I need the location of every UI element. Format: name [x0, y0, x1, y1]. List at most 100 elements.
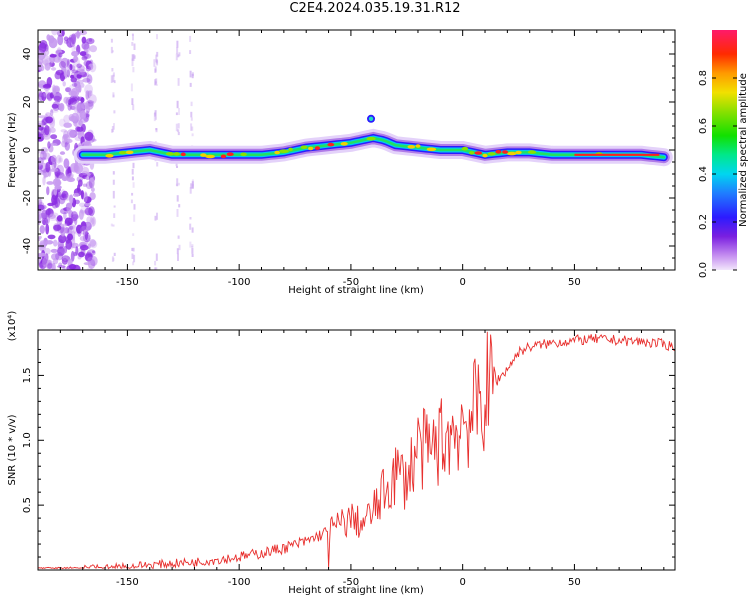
- heatmap-streak-cell: [175, 53, 178, 61]
- colorbar-tick-label: 0.6: [698, 118, 709, 134]
- heatmap-noise-cell: [63, 158, 70, 169]
- heatmap-streak-cell: [177, 54, 180, 58]
- snr-multiplier: (x10⁴): [7, 311, 18, 342]
- heatmap-noise-cell: [38, 204, 45, 211]
- heatmap-noise-cell: [67, 172, 73, 181]
- heatmap-noise-cell: [47, 234, 56, 240]
- heatmap-noise-cell: [88, 206, 95, 217]
- heatmap-noise-cell: [51, 30, 58, 36]
- heatmap-noise-cell: [84, 253, 93, 262]
- heatmap-noise-cell: [84, 231, 88, 241]
- heatmap-streak-cell: [177, 235, 180, 239]
- ridge-hotspot: [180, 152, 186, 157]
- ridge-hotspot: [274, 150, 281, 155]
- heatmap-noise-cell: [66, 58, 71, 68]
- heatmap-noise-cell: [45, 162, 51, 173]
- colorbar-ticks: 0.0 0.2 0.4 0.6 0.8: [698, 70, 737, 278]
- heatmap-streak-cell: [131, 192, 134, 196]
- heatmap-streak-cell: [190, 111, 193, 118]
- x-tick-label: 50: [568, 577, 581, 588]
- heatmap-noise-cell: [51, 262, 56, 270]
- heatmap-noise-cell: [55, 69, 64, 76]
- heatmap-noise-cell: [87, 266, 93, 270]
- heatmap-noise-cell: [41, 209, 48, 220]
- heatmap-noise-cell: [57, 265, 66, 269]
- heatmap-streak-cell: [110, 46, 113, 54]
- y-tick-label: -40: [22, 238, 33, 254]
- heatmap-streak-cell: [176, 195, 179, 202]
- heatmap-streak-cell: [112, 224, 115, 227]
- heatmap-noise-cell: [39, 225, 45, 234]
- heatmap-noise-cell: [60, 227, 66, 237]
- heatmap-noise-cell: [70, 105, 76, 110]
- heatmap-noise-cell: [87, 258, 96, 269]
- heatmap-noise-cell: [56, 215, 63, 222]
- heatmap-noise-cell: [47, 202, 55, 207]
- heatmap-noise-cell: [42, 132, 51, 140]
- heatmap-streak-cell: [178, 204, 181, 208]
- heatmap-streak-cell: [189, 223, 192, 230]
- heatmap-noise-cell: [82, 78, 91, 83]
- heatmap-noise-cell: [44, 247, 51, 255]
- heatmap-streak-cell: [131, 176, 134, 181]
- heatmap-streak-cell: [189, 187, 192, 194]
- heatmap-streak-cell: [176, 165, 178, 168]
- heatmap-streak-cell: [113, 80, 116, 84]
- heatmap-noise-cell: [63, 36, 69, 42]
- heatmap-streak-cell: [191, 73, 194, 79]
- heatmap-noise-cell: [61, 193, 67, 198]
- heatmap-noise-cell: [57, 239, 64, 250]
- heatmap-streak-cell: [156, 34, 158, 40]
- heatmap-noise-cell: [78, 202, 86, 207]
- heatmap-noise-cell: [66, 203, 72, 214]
- heatmap-streak-cell: [191, 133, 194, 137]
- heatmap-streak-cell: [132, 67, 135, 73]
- heatmap-streak-cell: [132, 233, 135, 236]
- snr-frame: [37, 329, 676, 571]
- heatmap-noise-cell: [53, 187, 58, 196]
- heatmap-noise-cell: [62, 254, 68, 262]
- ridge-hotspot: [515, 150, 522, 155]
- heatmap-noise-cell: [71, 69, 78, 74]
- heatmap-streak-cell: [112, 171, 115, 175]
- heatmap-noise-cell: [89, 239, 97, 247]
- heatmap-noise-cell: [69, 194, 74, 204]
- heatmap-noise-cell: [68, 264, 77, 270]
- heatmap-noise-cell: [62, 135, 67, 140]
- heatmap-streak-cell: [177, 78, 180, 86]
- heatmap-noise-cell: [82, 183, 88, 187]
- heatmap-noise-cell: [82, 170, 88, 176]
- heatmap-noise-cell: [75, 126, 81, 132]
- heatmap-streak-cell: [189, 35, 192, 42]
- heatmap-noise-cell: [51, 103, 59, 109]
- heatmap-noise-cell: [38, 92, 44, 102]
- heatmap-noise-cell: [46, 181, 54, 185]
- heatmap-noise-cell: [53, 239, 58, 247]
- heatmap-streak-cell: [155, 78, 158, 84]
- heatmap-streak-cell: [191, 181, 194, 189]
- heatmap-streak-cell: [189, 82, 192, 87]
- snr-panel: -150 -100 -50 0 50 0.5 1.0 1.5 Height of strai…: [7, 311, 676, 596]
- heatmap-noise-cell: [89, 216, 97, 227]
- heatmap-streak-cell: [191, 246, 194, 254]
- heatmap-streak-cell: [133, 55, 136, 59]
- heatmap-noise-cell: [46, 92, 53, 102]
- heatmap-noise-cell: [38, 237, 41, 242]
- heatmap-noise-cell: [88, 177, 95, 189]
- heatmap-streak-cell: [112, 72, 115, 77]
- heatmap-noise-cell: [85, 38, 95, 45]
- heatmap-streak-cell: [130, 83, 133, 92]
- ridge-hotspot: [300, 145, 308, 149]
- heatmap-noise-cell: [84, 84, 93, 95]
- heatmap-noise-cell: [77, 96, 84, 102]
- heatmap-noise-cell: [72, 101, 81, 110]
- heatmap-noise-cell: [44, 62, 51, 71]
- heatmap-noise-cell: [73, 55, 78, 63]
- heatmap-noise-cell: [45, 93, 53, 100]
- heatmap-streak-cell: [153, 59, 156, 67]
- heatmap-noise-cell: [65, 87, 72, 93]
- heatmap-noise-cell: [72, 192, 80, 197]
- ridge-hotspot: [487, 152, 496, 156]
- heatmap-streak-cell: [113, 123, 115, 130]
